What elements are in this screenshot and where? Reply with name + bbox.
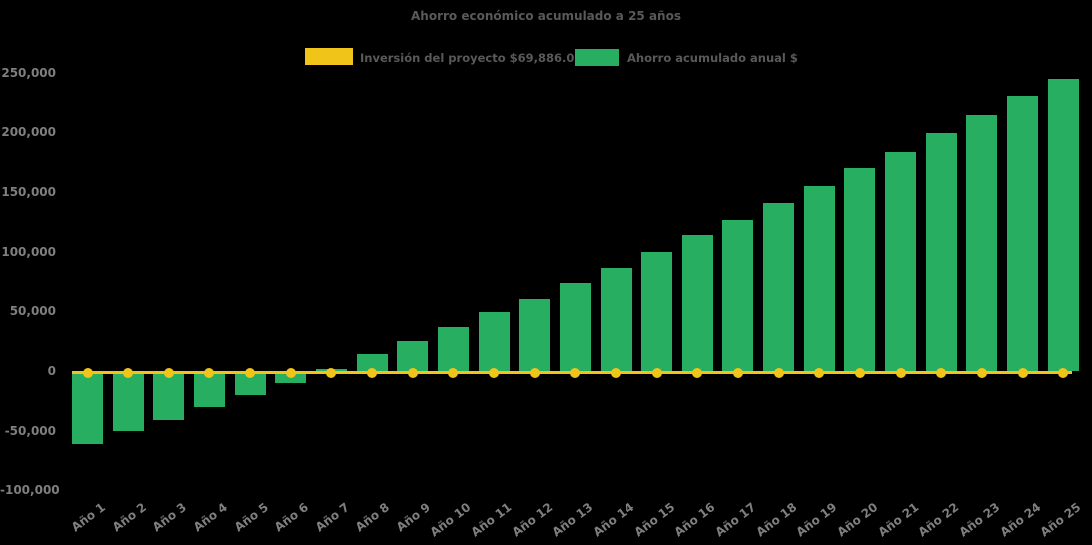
x-axis-label-año-11: Año 11: [468, 500, 515, 540]
bar-año-1: [72, 371, 103, 444]
legend-label-inversion: Inversión del proyecto $69,886.02: [360, 51, 583, 65]
bar-año-5: [234, 371, 266, 396]
x-axis-label-año-23: Año 23: [956, 500, 1003, 540]
bar-año-9: [397, 341, 429, 372]
x-axis-label-año-2: Año 2: [109, 500, 149, 535]
bar-año-19: [803, 185, 835, 372]
line-marker-año-5: [245, 367, 256, 378]
line-marker-año-7: [326, 367, 337, 378]
line-marker-año-18: [773, 367, 784, 378]
x-axis-label-año-4: Año 4: [190, 500, 230, 535]
x-axis-label-año-10: Año 10: [427, 500, 474, 540]
x-axis-label-año-17: Año 17: [712, 500, 759, 540]
line-marker-año-11: [489, 367, 500, 378]
line-marker-año-15: [651, 367, 662, 378]
x-axis-label-año-7: Año 7: [312, 500, 352, 535]
legend-label-ahorro: Ahorro acumulado anual $: [627, 51, 798, 65]
bar-año-12: [519, 298, 551, 372]
line-marker-año-12: [529, 367, 540, 378]
line-marker-año-10: [448, 367, 459, 378]
line-marker-año-23: [976, 367, 987, 378]
bar-año-22: [925, 133, 957, 372]
line-marker-año-1: [82, 367, 93, 378]
x-axis-label-año-1: Año 1: [68, 500, 108, 535]
bar-año-18: [763, 203, 795, 372]
line-marker-año-6: [285, 367, 296, 378]
y-axis-label: 0: [47, 364, 56, 378]
bar-año-21: [885, 151, 917, 372]
line-marker-año-20: [854, 367, 865, 378]
x-axis-label-año-22: Año 22: [915, 500, 962, 540]
line-marker-año-21: [895, 367, 906, 378]
x-axis-label-año-20: Año 20: [834, 500, 881, 540]
line-marker-año-8: [367, 367, 378, 378]
line-marker-año-9: [407, 367, 418, 378]
x-axis-label-año-24: Año 24: [997, 500, 1044, 540]
legend-swatch-ahorro-bar: [575, 49, 619, 66]
y-axis-label: -100,000: [0, 483, 60, 498]
chart-title: Ahorro económico acumulado a 25 años: [411, 9, 681, 23]
bar-año-24: [1007, 96, 1039, 372]
bar-año-14: [600, 267, 632, 372]
y-axis-label: 150,000: [1, 185, 56, 200]
bar-año-2: [112, 371, 144, 432]
bar-año-16: [681, 235, 713, 372]
bar-año-25: [1047, 78, 1079, 372]
y-axis-label: 100,000: [1, 244, 56, 259]
legend-swatch-inversion-line: [305, 48, 353, 65]
bar-año-15: [641, 251, 673, 372]
line-marker-año-14: [611, 367, 622, 378]
x-axis-label-año-12: Año 12: [509, 500, 556, 540]
x-axis-label-año-14: Año 14: [590, 500, 637, 540]
bar-año-23: [966, 114, 998, 372]
bar-año-8: [356, 354, 388, 372]
x-axis-label-año-25: Año 25: [1037, 500, 1084, 540]
bar-año-20: [844, 168, 876, 372]
x-axis-label-año-15: Año 15: [631, 500, 678, 540]
bar-año-17: [722, 219, 754, 372]
x-axis-label-año-16: Año 16: [671, 500, 718, 540]
x-axis-label-año-5: Año 5: [231, 500, 271, 535]
line-marker-año-3: [163, 367, 174, 378]
y-axis-label: 200,000: [1, 125, 56, 140]
x-axis-label-año-3: Año 3: [149, 500, 190, 535]
line-marker-año-19: [814, 367, 825, 378]
x-axis-label-año-8: Año 8: [353, 500, 393, 535]
line-marker-año-17: [732, 367, 743, 378]
x-axis-label-año-21: Año 21: [875, 500, 922, 540]
bar-año-11: [478, 311, 510, 372]
bar-año-3: [153, 371, 185, 420]
line-marker-año-13: [570, 367, 581, 378]
x-axis-label-año-6: Año 6: [271, 500, 312, 535]
x-axis-label-año-18: Año 18: [753, 500, 800, 540]
line-marker-año-24: [1017, 367, 1028, 378]
y-axis-label: 50,000: [9, 304, 56, 319]
y-axis-label: -50,000: [4, 423, 56, 438]
bar-año-13: [559, 282, 591, 372]
y-axis-label: 250,000: [1, 65, 56, 80]
line-marker-año-4: [204, 367, 215, 378]
x-axis-label-año-19: Año 19: [793, 500, 840, 540]
line-marker-año-25: [1058, 367, 1069, 378]
x-axis-label-año-13: Año 13: [549, 500, 596, 540]
line-marker-año-2: [123, 367, 134, 378]
line-marker-año-22: [936, 367, 947, 378]
line-marker-año-16: [692, 367, 703, 378]
bar-año-10: [437, 326, 469, 372]
